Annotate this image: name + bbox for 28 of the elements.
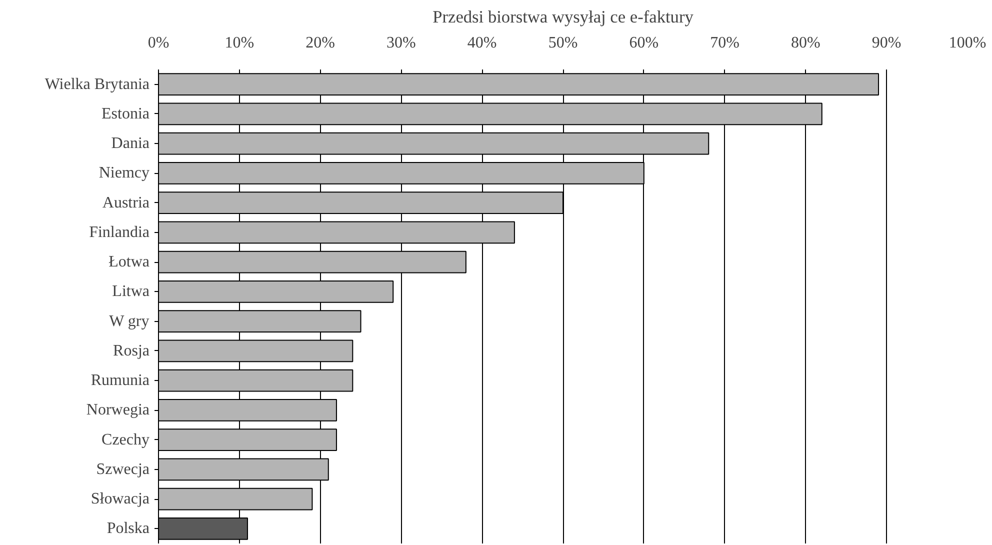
y-tick-label: Słowacja <box>90 490 150 508</box>
y-tick-label: W gry <box>109 312 150 330</box>
x-tick-label: 30% <box>386 34 416 52</box>
y-tick-label: Austria <box>102 194 150 212</box>
y-tick-label: Rumunia <box>90 372 150 390</box>
y-tick-label: Polska <box>106 520 150 538</box>
x-tick-label: 20% <box>306 34 335 52</box>
x-tick-label: 60% <box>629 34 659 52</box>
x-tick-label: 0% <box>148 34 170 52</box>
y-tick-label: Finlandia <box>89 224 150 241</box>
y-tick-label: Łotwa <box>108 254 150 271</box>
y-tick-label: Rosja <box>113 342 150 360</box>
y-tick-label: Szwecja <box>96 460 150 478</box>
y-tick-label: Litwa <box>112 283 150 300</box>
x-tick-label: 100% <box>948 34 986 52</box>
x-tick-label: 40% <box>467 34 497 52</box>
y-tick-label: Czechy <box>102 431 150 448</box>
x-tick-label: 80% <box>791 34 820 52</box>
x-tick-label: 90% <box>872 34 902 52</box>
y-tick-label: Estonia <box>102 105 150 122</box>
y-tick-label: Dania <box>111 135 150 152</box>
x-tick-label: 70% <box>710 34 740 52</box>
chart-title: Przedsi biorstwa wysyłaj ce e-faktury <box>432 8 694 26</box>
y-tick-label: Norwegia <box>86 402 150 419</box>
y-tick-label: Wielka Brytania <box>44 76 150 93</box>
x-tick-label: 10% <box>224 34 254 52</box>
x-tick-label: 50% <box>548 34 578 52</box>
y-tick-label: Niemcy <box>98 164 150 182</box>
